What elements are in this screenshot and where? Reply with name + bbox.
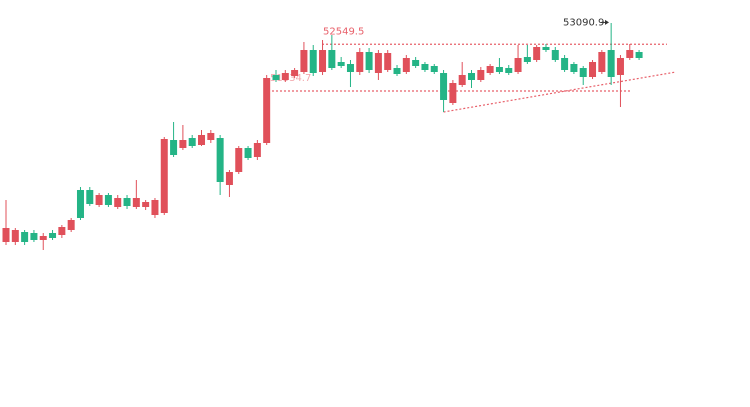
candle-body	[514, 58, 522, 72]
candle-body	[412, 60, 420, 66]
candle-body	[253, 143, 261, 157]
levels: 52549.5 51334.7	[268, 26, 677, 113]
level-label: 51334.7	[270, 73, 311, 84]
candle-body	[198, 135, 206, 145]
level-label: 52549.5	[323, 26, 364, 37]
candle-body	[272, 75, 280, 80]
candle-body	[430, 66, 438, 72]
candle-body	[579, 68, 587, 77]
candle-body	[598, 52, 606, 72]
candle-body	[2, 228, 10, 242]
candle-body	[216, 138, 224, 182]
candle-body	[114, 198, 122, 207]
candle-body	[170, 140, 178, 155]
candle-body	[67, 220, 75, 230]
candles	[2, 23, 643, 250]
candle-body	[486, 66, 494, 73]
candle-body	[291, 70, 299, 76]
trend-line	[443, 71, 677, 113]
candle-body	[309, 50, 317, 73]
candle-body	[393, 68, 401, 74]
candle-body	[95, 195, 103, 205]
candle-body	[616, 58, 624, 75]
candle-body	[300, 50, 308, 72]
candle-body	[39, 236, 47, 240]
candle-body	[263, 78, 271, 143]
candle-body	[561, 58, 569, 70]
candle-body	[551, 50, 559, 60]
candle-body	[160, 139, 168, 213]
candle-body	[542, 47, 550, 50]
candle-body	[570, 64, 578, 72]
candle-body	[505, 68, 513, 73]
candle-body	[635, 52, 643, 58]
candle-body	[142, 202, 150, 207]
candle-body	[30, 233, 38, 240]
candle-body	[607, 50, 615, 77]
peak-arrow-head	[605, 19, 609, 25]
candle-body	[523, 57, 531, 62]
candle-body	[104, 195, 112, 205]
candle-body	[477, 70, 485, 80]
candle-body	[281, 73, 289, 80]
candle-body	[328, 50, 336, 68]
candle-body	[58, 227, 66, 235]
candle-body	[346, 64, 354, 72]
candle-body	[207, 133, 215, 140]
candle-body	[11, 230, 19, 242]
candle-body	[365, 52, 373, 70]
peak-label: 53090.9	[563, 17, 604, 28]
candle-body	[188, 138, 196, 146]
candle-body	[356, 52, 364, 72]
candle-body	[244, 148, 252, 158]
candle-body	[225, 172, 233, 185]
candle-body	[49, 233, 57, 238]
candle-body	[440, 73, 448, 100]
candle-body	[449, 83, 457, 103]
candle-body	[402, 58, 410, 72]
candle-body	[132, 198, 140, 207]
candle-body	[337, 62, 345, 66]
candle-body	[495, 67, 503, 72]
candle-body	[76, 190, 84, 218]
candle-body	[468, 73, 475, 80]
candle-body	[458, 75, 466, 85]
candle-body	[151, 200, 159, 215]
candle-body	[626, 50, 634, 58]
candle-body	[123, 198, 131, 206]
candle-body	[235, 148, 243, 172]
candle-body	[384, 53, 392, 70]
candle-body	[533, 47, 541, 60]
candle-body	[179, 140, 187, 148]
candle-body	[589, 62, 597, 77]
candle-body	[374, 53, 382, 73]
candle-body	[21, 232, 29, 242]
candle-body	[319, 50, 327, 72]
annotations: 53090.9	[563, 17, 609, 28]
candle-body	[86, 190, 94, 204]
candle-body	[421, 64, 429, 70]
